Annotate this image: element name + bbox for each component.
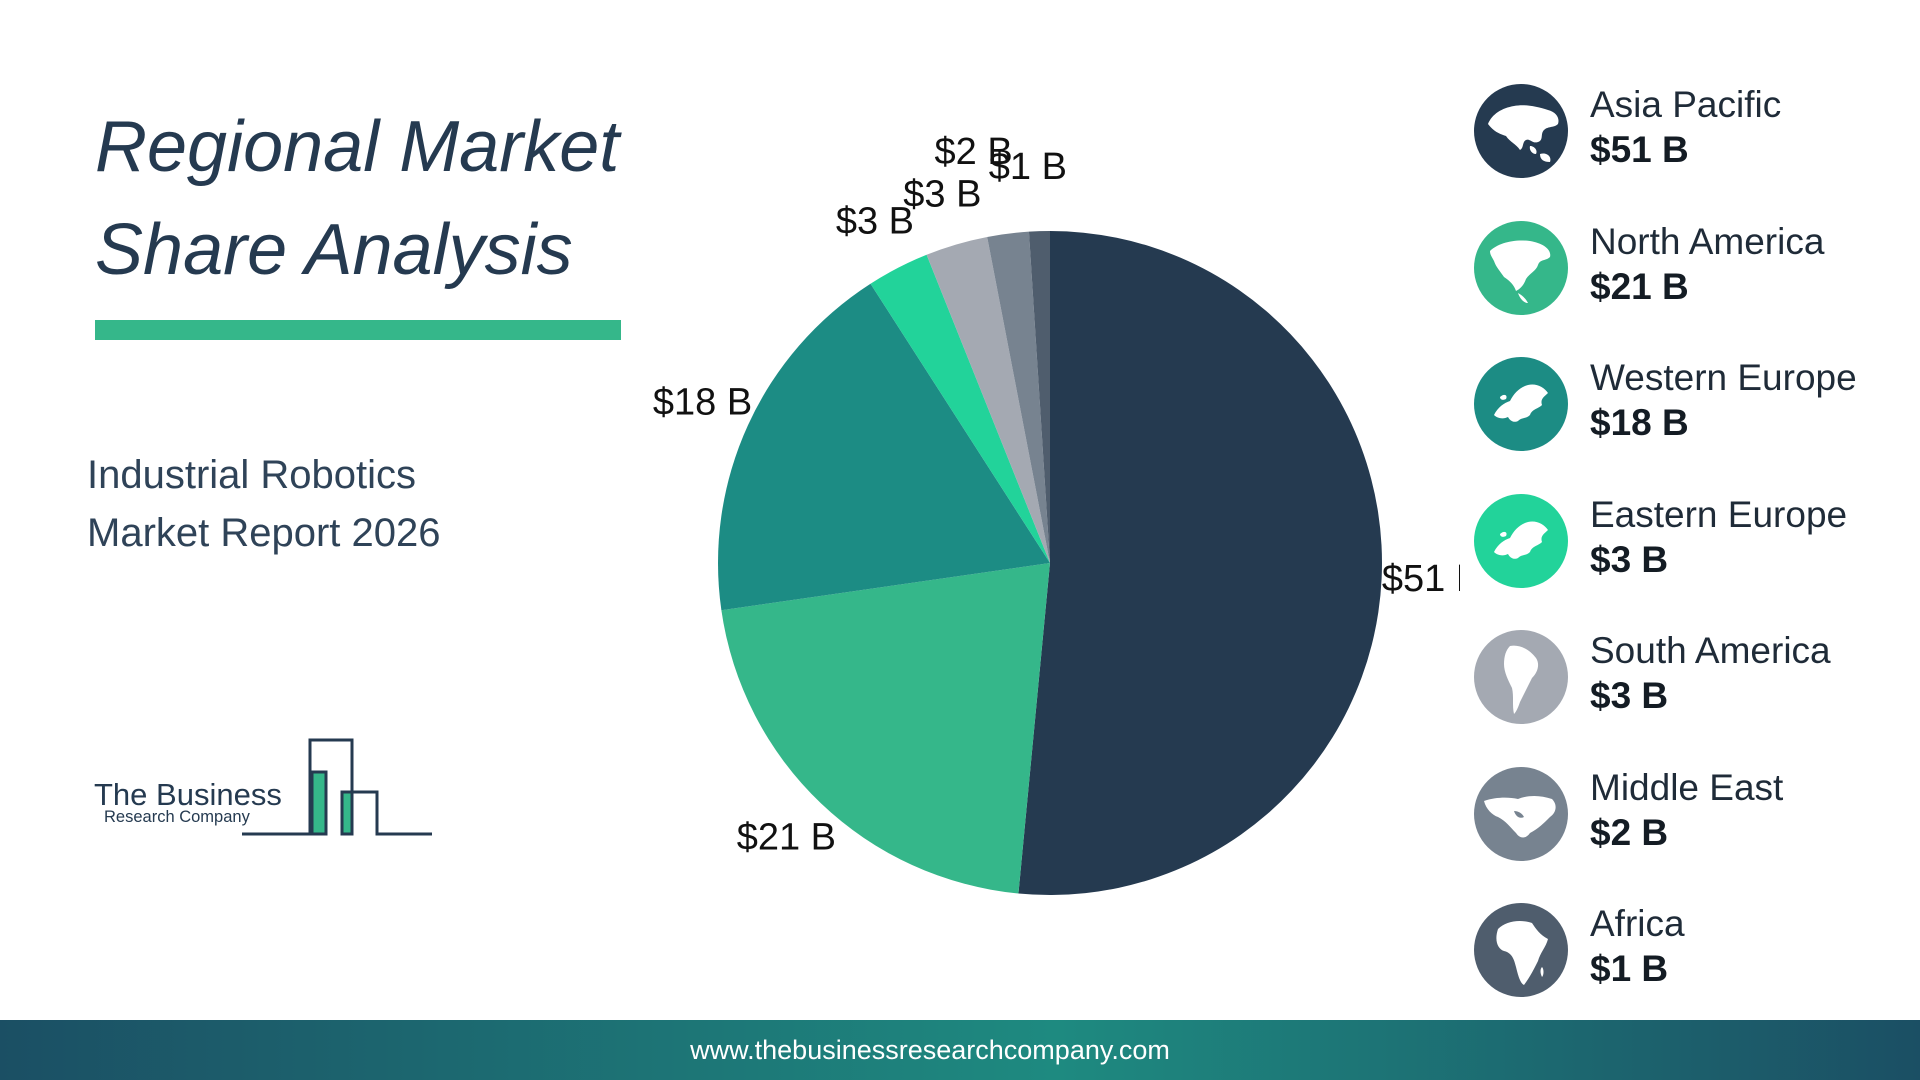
- data-label: $2 B: [935, 131, 1013, 173]
- legend-label: Eastern Europe: [1590, 493, 1848, 535]
- logo-name: The Business: [94, 777, 282, 812]
- asia-map-icon: [1474, 84, 1568, 178]
- legend-label: South America: [1590, 630, 1831, 671]
- legend-value: $3 B: [1590, 675, 1669, 716]
- legend-item-asia-pacific: Asia Pacific $51 B: [1472, 82, 1912, 219]
- middle-east-map-icon: [1474, 766, 1568, 861]
- legend-item-africa: Africa $1 B: [1472, 901, 1912, 1038]
- legend-value: $3 B: [1590, 538, 1669, 580]
- pie-slice-eastern-europe: [870, 254, 1050, 563]
- footer-bar: www.thebusinessresearchcompany.com: [0, 1020, 1920, 1080]
- data-label: $1 B: [989, 146, 1067, 188]
- pie-slice-western-europe: [718, 283, 1050, 611]
- legend-value: $2 B: [1590, 811, 1669, 853]
- europe-map-icon: [1474, 357, 1568, 451]
- pie-chart: $51 B$21 B$18 B$3 B$3 B$2 B$1 B: [653, 131, 1460, 895]
- legend-item-north-america: North America $21 B: [1472, 219, 1912, 356]
- legend-value: $18 B: [1590, 402, 1689, 443]
- pie-slice-middle-east: [987, 231, 1050, 563]
- europe-map-icon: [1474, 493, 1568, 588]
- data-label: $21 B: [737, 816, 836, 858]
- pie-slice-south-america: [926, 236, 1050, 563]
- legend-value: $21 B: [1590, 265, 1689, 307]
- pie-slice-africa: [1028, 231, 1050, 563]
- legend-item-western-europe: Western Europe $18 B: [1472, 355, 1912, 492]
- logo-subtext: Research Company: [104, 808, 250, 826]
- south-america-map-icon: [1474, 630, 1568, 724]
- legend: Asia Pacific $51 B North America $21 B W…: [1472, 82, 1912, 1038]
- legend-label: Africa: [1590, 903, 1685, 944]
- logo-buildings-icon: [242, 738, 432, 836]
- title-underline: [95, 320, 621, 340]
- pie-slice-asia-pacific: [1018, 231, 1382, 895]
- legend-label: Middle East: [1590, 766, 1784, 808]
- data-label: $3 B: [903, 174, 981, 216]
- page-title: Regional Market Share Analysis: [95, 107, 620, 290]
- legend-label: North America: [1590, 220, 1825, 262]
- legend-value: $51 B: [1590, 129, 1689, 170]
- legend-label: Western Europe: [1590, 357, 1857, 398]
- legend-item-middle-east: Middle East $2 B: [1472, 765, 1912, 902]
- legend-label: Asia Pacific: [1590, 84, 1782, 125]
- data-label: $18 B: [653, 381, 752, 423]
- website-link[interactable]: www.thebusinessresearchcompany.com: [690, 1035, 1170, 1065]
- report-subtitle: Industrial Robotics Market Report 2026: [87, 453, 441, 555]
- legend-value: $1 B: [1590, 948, 1669, 989]
- data-label: $51 B: [1382, 558, 1460, 600]
- pie-slice-north-america: [721, 563, 1050, 894]
- legend-item-eastern-europe: Eastern Europe $3 B: [1472, 492, 1912, 629]
- africa-map-icon: [1474, 903, 1568, 997]
- company-logo: The Business Research Company: [92, 730, 452, 840]
- data-label: $3 B: [836, 200, 914, 242]
- north-america-map-icon: [1474, 220, 1568, 315]
- legend-item-south-america: South America $3 B: [1472, 628, 1912, 765]
